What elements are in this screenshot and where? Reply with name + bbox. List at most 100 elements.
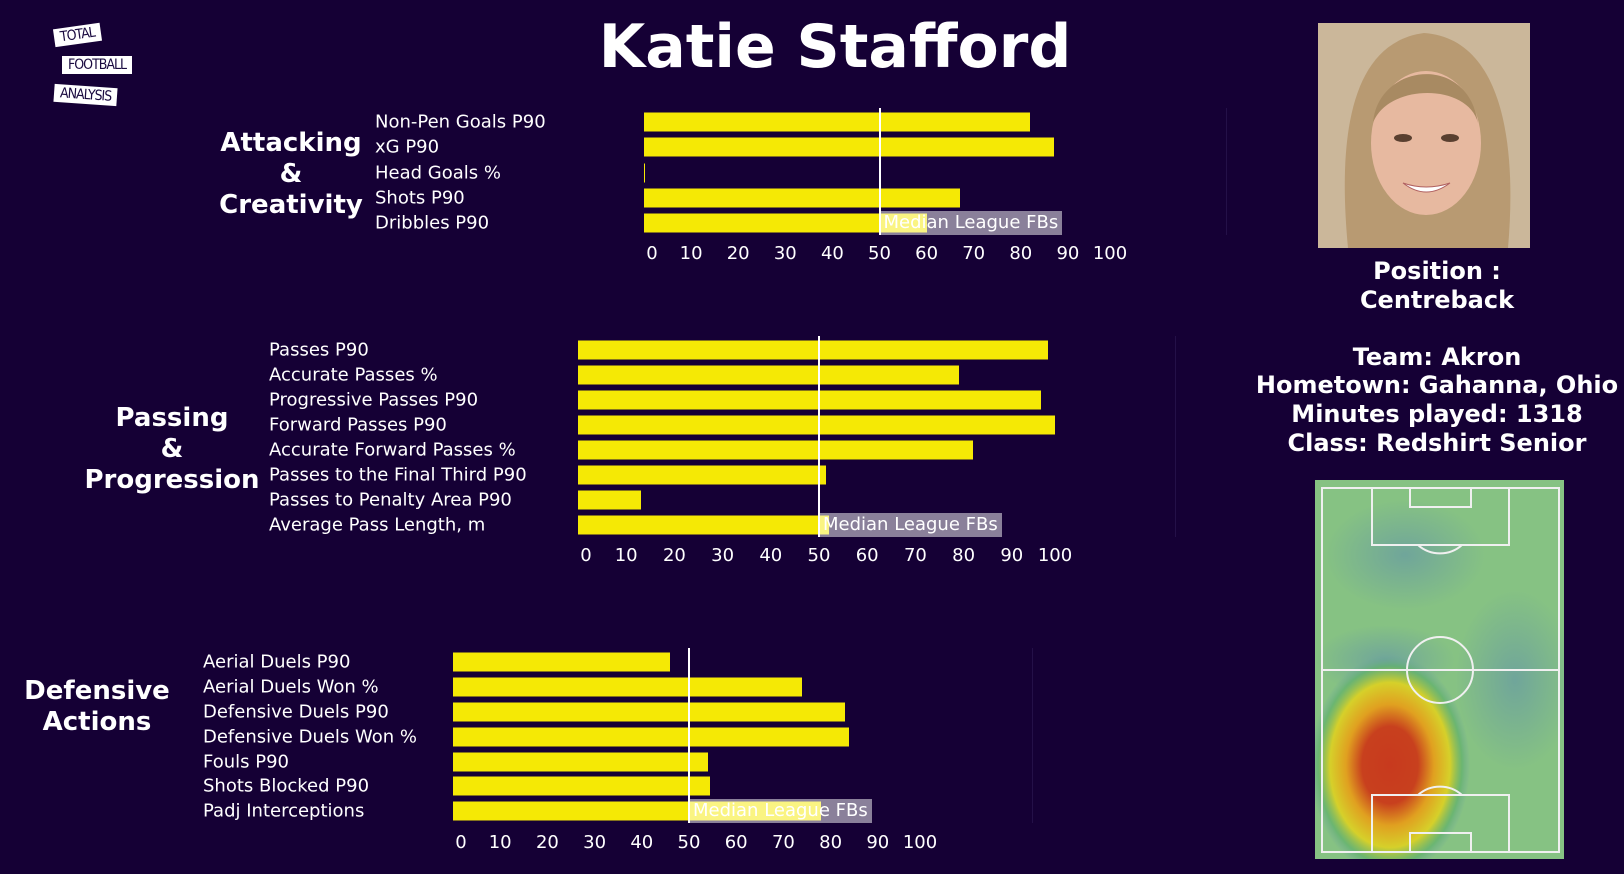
- section-title-line: Progression: [84, 465, 260, 495]
- median-line: [878, 108, 881, 235]
- x-tick-label: 40: [820, 243, 844, 264]
- bar: [453, 702, 845, 722]
- section-title: Passing & Progression: [62, 403, 282, 496]
- bar-label: Defensive Duels P90: [203, 701, 389, 723]
- x-tick-label: 100: [902, 832, 938, 853]
- player-photo: [1318, 23, 1530, 248]
- x-tick-label: 30: [773, 243, 797, 264]
- team: Team: Akron: [1352, 343, 1522, 371]
- section-title-line: Actions: [42, 707, 152, 737]
- bar: [578, 415, 1056, 435]
- minutes-played: Minutes played: 1318: [1291, 400, 1583, 428]
- bar-label: Average Pass Length, m: [269, 514, 486, 536]
- bar: [578, 515, 829, 535]
- x-tick-label: 90: [1000, 545, 1024, 566]
- section-title: Defensive Actions: [0, 676, 207, 738]
- bar: [453, 677, 803, 697]
- median-label: Median League FBs: [879, 211, 1063, 235]
- bar-label: Aerial Duels P90: [203, 651, 351, 673]
- x-tick-label: 90: [866, 832, 890, 853]
- x-tick-label: 60: [915, 243, 939, 264]
- bar-label: Dribbles P90: [375, 212, 490, 234]
- median-label: Median League FBs: [819, 513, 1002, 537]
- x-tick-label: 0: [580, 545, 592, 566]
- axis-spine: [1226, 108, 1227, 235]
- bar-label: Shots P90: [375, 187, 465, 209]
- bar-label: Passes to the Final Third P90: [269, 464, 527, 486]
- x-tick-label: 20: [726, 243, 750, 264]
- x-tick-label: 80: [819, 832, 843, 853]
- bar-label: Shots Blocked P90: [203, 775, 370, 797]
- bar-label: Progressive Passes P90: [269, 389, 479, 411]
- x-tick-label: 40: [759, 545, 783, 566]
- section-title: Attacking & Creativity: [181, 128, 401, 221]
- section-title-line: Passing: [115, 403, 229, 433]
- x-tick-label: 0: [646, 243, 658, 264]
- bar-label: Head Goals %: [375, 162, 501, 184]
- bar-label: Non-Pen Goals P90: [375, 111, 546, 133]
- x-tick-label: 50: [807, 545, 831, 566]
- bar: [578, 365, 959, 385]
- position-label: Position :: [1373, 257, 1501, 285]
- x-tick-label: 50: [677, 832, 701, 853]
- x-tick-label: 50: [868, 243, 891, 264]
- logo-line: FOOTBALL: [62, 56, 133, 74]
- bar-label: Accurate Forward Passes %: [269, 439, 516, 461]
- bar: [644, 188, 960, 208]
- bar-label: Fouls P90: [203, 751, 289, 773]
- x-tick-label: 0: [455, 832, 467, 853]
- x-tick-label: 100: [1037, 545, 1073, 566]
- bar: [578, 340, 1048, 360]
- class: Class: Redshirt Senior: [1287, 429, 1587, 457]
- hometown: Hometown: Gahanna, Ohio: [1255, 371, 1619, 399]
- bar-label: Padj Interceptions: [203, 800, 365, 822]
- median-line: [818, 336, 820, 537]
- bar-label: Aerial Duels Won %: [203, 676, 379, 698]
- x-tick-label: 70: [771, 832, 795, 853]
- x-tick-label: 80: [952, 545, 976, 566]
- section-title-line: &: [160, 434, 184, 464]
- bar: [453, 727, 850, 747]
- bar: [453, 752, 708, 772]
- median-line: [688, 648, 690, 823]
- bar-label: Forward Passes P90: [269, 414, 447, 436]
- bar: [578, 490, 641, 510]
- bar: [578, 440, 974, 460]
- heatmap-pitch: [1315, 480, 1564, 859]
- x-tick-label: 30: [583, 832, 607, 853]
- bar: [453, 776, 711, 796]
- page-title: Katie Stafford: [598, 12, 1072, 82]
- x-tick-label: 20: [535, 832, 559, 853]
- bar-label: Accurate Passes %: [269, 364, 438, 386]
- position-value: Centreback: [1359, 286, 1515, 314]
- x-tick-label: 20: [662, 545, 686, 566]
- logo-line: ANALYSIS: [53, 83, 118, 107]
- logo: TOTAL FOOTBALL ANALYSIS: [50, 20, 150, 115]
- x-tick-label: 90: [1056, 243, 1080, 264]
- axis-spine: [1032, 648, 1033, 823]
- x-tick-label: 60: [855, 545, 879, 566]
- x-tick-label: 10: [679, 243, 703, 264]
- x-tick-label: 10: [488, 832, 512, 853]
- bar: [578, 465, 827, 485]
- bar: [644, 137, 1054, 157]
- section-title-line: Creativity: [219, 190, 363, 220]
- bar: [578, 390, 1041, 410]
- bar: [644, 163, 646, 183]
- x-tick-label: 60: [724, 832, 748, 853]
- x-tick-label: 40: [630, 832, 654, 853]
- x-tick-label: 70: [903, 545, 927, 566]
- logo-line: TOTAL: [52, 22, 102, 48]
- bar-label: Defensive Duels Won %: [203, 726, 418, 748]
- bar-label: Passes to Penalty Area P90: [269, 489, 512, 511]
- median-label: Median League FBs: [689, 799, 872, 823]
- bar-label: Passes P90: [269, 339, 369, 361]
- bar: [453, 652, 671, 672]
- x-tick-label: 100: [1092, 243, 1128, 264]
- section-title-line: Attacking: [220, 128, 362, 158]
- x-tick-label: 10: [614, 545, 638, 566]
- bar-label: xG P90: [375, 136, 440, 158]
- x-tick-label: 70: [962, 243, 986, 264]
- x-tick-label: 80: [1009, 243, 1033, 264]
- section-title-line: &: [279, 159, 303, 189]
